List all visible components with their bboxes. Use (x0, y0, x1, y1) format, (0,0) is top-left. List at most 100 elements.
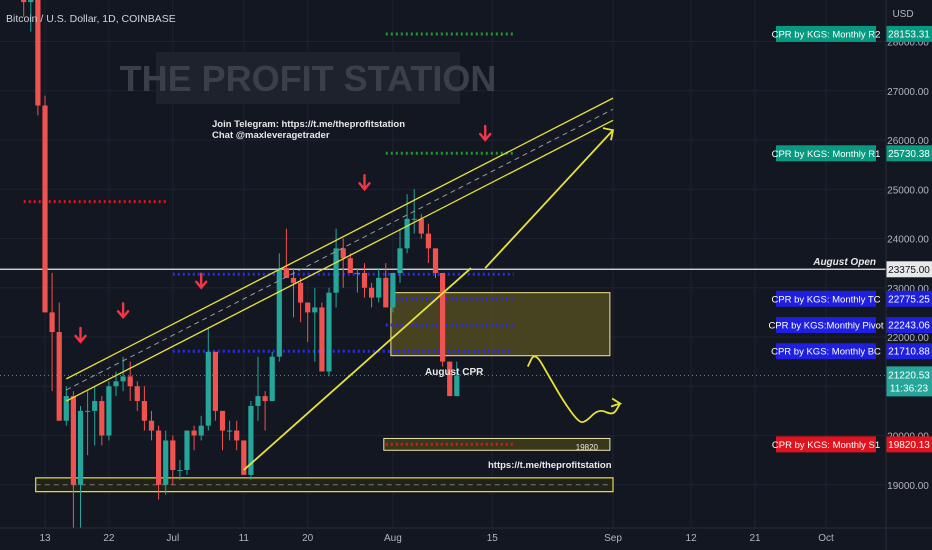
price-tag-r1[interactable] (886, 145, 932, 162)
time-tick-label: 20 (302, 533, 314, 544)
cpr-tag-bc[interactable] (776, 343, 876, 360)
candle-body (106, 386, 112, 436)
candle-body (198, 425, 204, 436)
candle (21, 0, 27, 17)
red-arrow-icon (358, 174, 371, 192)
price-tick-label: 23000.00 (887, 284, 929, 295)
candle (49, 272, 55, 392)
channel-upper-line (66, 97, 614, 380)
channel-lower-line (66, 119, 614, 402)
time-tick-label: 22 (103, 533, 115, 544)
candle-body (390, 272, 396, 308)
candle (134, 381, 140, 411)
candle-body (85, 410, 91, 412)
price-tag-bc[interactable] (886, 343, 932, 360)
time-tick-label: 13 (39, 533, 51, 544)
candles (21, 0, 460, 549)
candle (290, 268, 297, 318)
cpr-tag-label-tc: CPR by KGS: Monthly TC (771, 294, 880, 305)
price-tick-label: 19000.00 (887, 481, 929, 492)
candle-body (305, 302, 311, 313)
s1-box-value: 19820 (576, 443, 599, 452)
candle-body (276, 268, 282, 357)
candle (354, 268, 360, 293)
candle-body (312, 307, 318, 313)
candle (212, 351, 218, 421)
candle (205, 327, 211, 431)
candle (269, 351, 275, 402)
candle-body (333, 248, 339, 293)
time-tick-label: 11 (239, 533, 250, 544)
price-tag-value-s1: 19820.13 (888, 440, 930, 451)
telegram-chat-text: Chat @maxleveragetrader (212, 130, 330, 141)
cpr-tag-label-r1: CPR by KGS: Monthly R1 (772, 149, 881, 160)
candle-body (354, 272, 360, 274)
candle (63, 386, 69, 426)
candle (191, 425, 197, 451)
candle-body (156, 430, 162, 485)
candle-body (290, 277, 297, 283)
cpr-tag-s1[interactable] (776, 436, 876, 453)
candle (390, 272, 396, 313)
telegram-join-text: Join Telegram: https://t.me/theprofitsta… (212, 119, 405, 130)
candle (305, 302, 311, 342)
support-trendline (243, 267, 472, 471)
candle-body (70, 396, 76, 485)
price-tag-s1[interactable] (886, 436, 932, 453)
projection-up-line (484, 129, 614, 269)
august-open-label: August Open (812, 257, 876, 268)
candle (28, 0, 34, 32)
candle (85, 391, 91, 456)
candle-body (219, 410, 226, 431)
cpr-tag-tc[interactable] (776, 290, 876, 307)
candle-body (262, 396, 268, 402)
time-tick-label: Oct (818, 533, 834, 544)
time-tick-label: Jul (166, 533, 179, 544)
candle (120, 356, 126, 392)
last-price-tag[interactable] (886, 366, 932, 397)
price-tag-value-r2: 28153.31 (888, 29, 930, 40)
price-tag-tc[interactable] (886, 290, 932, 307)
candle-body (298, 282, 304, 303)
candle (383, 263, 389, 308)
august-open-tag[interactable] (886, 261, 932, 278)
candle (219, 410, 226, 451)
candle-body (411, 218, 417, 220)
candle-body (148, 420, 155, 431)
candle-body (184, 430, 190, 470)
candle-body (134, 386, 140, 402)
red-arrow-icon (116, 302, 130, 320)
cpr-tag-label-bc: CPR by KGS: Monthly BC (771, 347, 881, 358)
price-tag-r2[interactable] (886, 25, 932, 42)
candle-body (440, 272, 446, 362)
candle-body (42, 105, 48, 313)
projection-up-arrowhead (602, 127, 615, 141)
time-tick-label: 15 (487, 533, 499, 544)
candle (163, 430, 169, 495)
candle (326, 287, 332, 377)
red-arrow-icon (195, 272, 208, 290)
candle-body (326, 292, 332, 372)
candle (447, 361, 453, 397)
candle-body (376, 277, 382, 298)
price-axis[interactable]: 19000.0020000.0021000.0022000.0023000.00… (768, 0, 932, 550)
candle-body (340, 248, 346, 259)
cpr-tag-r2[interactable] (776, 25, 876, 42)
time-axis-bg (0, 528, 886, 550)
candle-body (454, 375, 460, 397)
cpr-tag-pivot[interactable] (776, 317, 876, 334)
candle-body (283, 268, 289, 278)
candle-body (397, 248, 403, 273)
august-open-value: 23375.00 (888, 265, 930, 276)
cpr-tag-r1[interactable] (776, 145, 876, 162)
candle (298, 277, 304, 323)
watermark: THE PROFIT STATION (120, 58, 497, 99)
candle-body (361, 272, 368, 288)
candle-body (92, 401, 98, 411)
price-tag-pivot[interactable] (886, 317, 932, 334)
candle-body (127, 376, 133, 387)
candle-body (77, 410, 84, 485)
candle-body (177, 469, 183, 471)
